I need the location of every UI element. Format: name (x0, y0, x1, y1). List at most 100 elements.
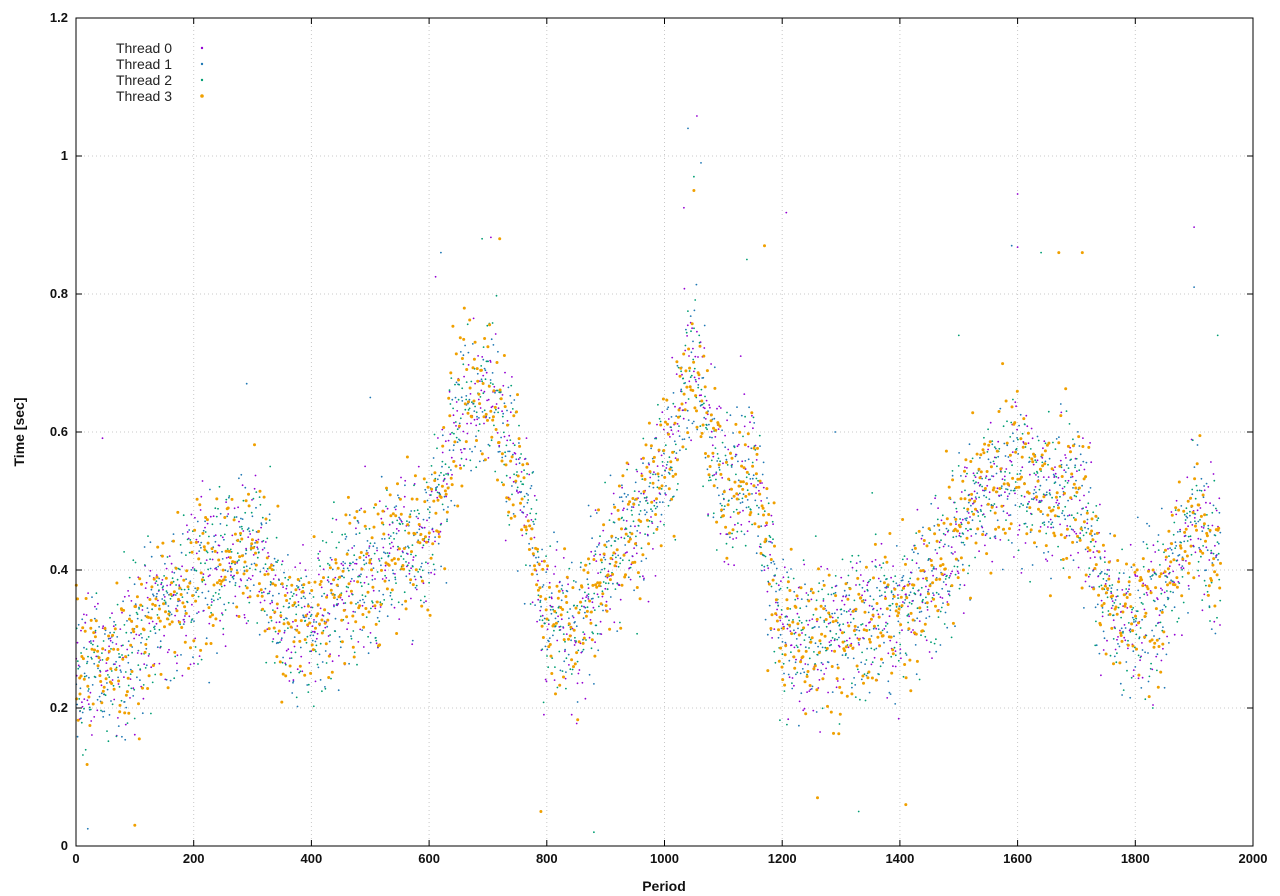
data-point-thread-0 (1018, 524, 1021, 527)
data-point-thread-0 (872, 607, 875, 610)
data-point-thread-0 (703, 407, 706, 410)
data-point-thread-2 (736, 530, 739, 533)
data-point-thread-2 (465, 398, 468, 401)
data-point-thread-1 (429, 506, 431, 508)
data-point-thread-1 (810, 688, 813, 690)
data-point-thread-0 (783, 566, 786, 569)
data-point-thread-0 (292, 679, 295, 681)
data-point-thread-2 (516, 486, 519, 489)
data-point-thread-2 (1160, 592, 1163, 595)
data-point-thread-1 (647, 462, 650, 464)
data-point-thread-1 (81, 618, 84, 621)
data-point-thread-2 (714, 447, 717, 449)
data-point-thread-2 (505, 474, 508, 477)
data-point-thread-1 (209, 567, 212, 570)
data-point-thread-1 (1111, 604, 1114, 607)
data-point-thread-2 (960, 523, 963, 526)
data-point-thread-0 (466, 432, 469, 435)
data-point-thread-0 (880, 542, 883, 545)
data-point-thread-1 (508, 450, 511, 453)
data-point-thread-0 (101, 627, 104, 629)
data-point-thread-3 (627, 540, 631, 544)
data-point-thread-3 (735, 497, 739, 501)
data-point-thread-0 (1141, 642, 1143, 644)
data-point-thread-0 (496, 432, 499, 434)
data-point-thread-0 (274, 574, 277, 577)
data-point-thread-0 (211, 558, 214, 561)
data-point-thread-0 (989, 421, 992, 424)
data-point-thread-2 (883, 574, 886, 577)
data-point-thread-2 (295, 696, 298, 699)
data-point-thread-0 (493, 385, 496, 388)
data-point-thread-1 (887, 680, 890, 683)
data-point-thread-2 (459, 417, 462, 420)
data-point-thread-3 (361, 613, 365, 616)
data-point-thread-1 (1018, 424, 1020, 427)
data-point-thread-0 (525, 516, 527, 518)
data-point-thread-2 (1156, 540, 1159, 543)
data-point-thread-2 (715, 549, 718, 551)
data-point-thread-1 (537, 556, 540, 559)
data-point-thread-0 (1139, 659, 1141, 662)
data-point-thread-2 (362, 554, 365, 557)
data-point-thread-0 (462, 430, 465, 433)
data-point-thread-0 (567, 583, 569, 586)
data-point-thread-1 (1076, 541, 1078, 543)
data-point-thread-1 (211, 550, 214, 553)
data-point-thread-0 (648, 463, 650, 466)
data-point-thread-2 (897, 659, 900, 662)
data-point-thread-1 (381, 538, 383, 540)
data-point-thread-1 (167, 605, 170, 607)
data-point-thread-1 (584, 606, 587, 609)
data-point-thread-1 (559, 669, 562, 672)
data-point-thread-1 (372, 567, 375, 569)
data-point-thread-2 (1070, 458, 1072, 461)
data-point-thread-0 (963, 584, 966, 587)
data-point-thread-2 (428, 581, 430, 584)
data-point-thread-3 (418, 541, 422, 545)
data-point-thread-0 (553, 573, 555, 575)
data-point-thread-0 (127, 590, 129, 592)
data-point-thread-0 (91, 734, 93, 736)
data-point-thread-3 (280, 582, 284, 586)
data-point-thread-0 (643, 577, 645, 580)
data-point-thread-0 (1083, 494, 1085, 497)
data-point-thread-2 (241, 528, 244, 530)
data-point-thread-3 (752, 484, 756, 488)
data-point-thread-0 (163, 634, 166, 637)
data-point-thread-2 (1142, 603, 1144, 605)
data-point-thread-0 (96, 709, 99, 712)
data-point-thread-2 (852, 617, 855, 620)
data-point-thread-2 (952, 536, 955, 539)
data-point-thread-2 (672, 402, 675, 405)
data-point-thread-0 (958, 532, 961, 535)
data-point-thread-1 (849, 608, 852, 611)
data-point-thread-2 (871, 492, 874, 494)
data-point-thread-0 (367, 554, 370, 557)
data-point-thread-1 (260, 523, 263, 526)
data-point-thread-3 (756, 446, 759, 450)
data-point-thread-3 (336, 566, 340, 570)
data-point-thread-3 (862, 681, 865, 685)
data-point-thread-2 (1098, 585, 1101, 588)
data-point-thread-3 (247, 504, 251, 508)
data-point-thread-2 (1174, 509, 1177, 511)
data-point-thread-2 (363, 563, 366, 566)
data-point-thread-2 (671, 496, 674, 498)
data-point-thread-0 (779, 619, 782, 622)
data-point-thread-2 (832, 592, 835, 595)
data-point-thread-2 (508, 524, 511, 526)
data-point-thread-0 (830, 639, 832, 642)
data-point-thread-1 (502, 412, 505, 415)
data-point-thread-1 (355, 558, 358, 561)
data-point-thread-0 (925, 585, 927, 588)
data-point-thread-1 (453, 444, 455, 447)
data-point-thread-1 (145, 664, 148, 667)
data-point-thread-2 (935, 638, 937, 641)
data-point-thread-1 (909, 591, 912, 594)
data-point-thread-2 (411, 565, 414, 568)
data-point-thread-1 (450, 469, 452, 471)
data-point-thread-1 (973, 482, 976, 485)
data-point-thread-1 (221, 558, 224, 560)
data-point-thread-0 (793, 684, 795, 687)
